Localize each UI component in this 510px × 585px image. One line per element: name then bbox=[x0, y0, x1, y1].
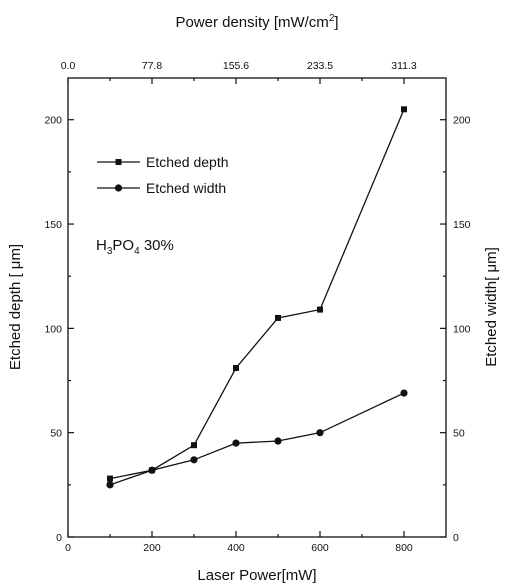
x-tick-label: 0 bbox=[65, 542, 71, 554]
y-tick-label-right: 0 bbox=[453, 532, 459, 544]
legend-label-etched-depth: Etched depth bbox=[146, 154, 229, 170]
etched-depth-point bbox=[401, 106, 407, 113]
y-tick-label-right: 100 bbox=[453, 323, 471, 335]
axis-ticks: 0 200 400 600 800 0.0 77.8 155.6 233.5 311.3 0 50 10… bbox=[44, 60, 470, 554]
etched-width-point bbox=[106, 481, 114, 489]
top-tick-label: 77.8 bbox=[142, 60, 163, 72]
y-tick-label: 150 bbox=[44, 219, 62, 231]
legend: Etched depth Etched width bbox=[97, 154, 229, 196]
etched-width-point bbox=[190, 456, 198, 464]
etched-depth-point bbox=[191, 442, 197, 449]
x-tick-label: 400 bbox=[227, 542, 245, 554]
legend-marker-etched-depth bbox=[115, 159, 122, 165]
y-tick-label-right: 150 bbox=[453, 219, 471, 231]
top-tick-label: 233.5 bbox=[307, 60, 333, 72]
etched-width-point bbox=[400, 389, 408, 397]
y-tick-label: 0 bbox=[56, 532, 62, 544]
top-tick-label: 0.0 bbox=[61, 60, 76, 72]
legend-label-etched-width: Etched width bbox=[146, 180, 226, 196]
top-tick-label: 311.3 bbox=[391, 60, 417, 72]
etched-depth-point bbox=[107, 475, 113, 482]
top-tick-label: 155.6 bbox=[223, 60, 249, 72]
y-tick-label: 200 bbox=[44, 115, 62, 127]
etched-width-point bbox=[232, 439, 240, 447]
solution-annotation: H3PO4 30% bbox=[96, 237, 174, 257]
x-axis-title: Laser Power[mW] bbox=[197, 567, 316, 584]
y-tick-label-right: 200 bbox=[453, 115, 471, 127]
etched-depth-point bbox=[233, 365, 239, 372]
plot-frame bbox=[67, 77, 447, 538]
x-tick-label: 800 bbox=[395, 542, 413, 554]
data-series bbox=[106, 106, 408, 489]
etched-width-point bbox=[274, 437, 282, 445]
x-tick-label: 200 bbox=[143, 542, 161, 554]
y-axis-title: Etched depth [ μm] bbox=[7, 244, 24, 370]
top-axis-title: Power density [mW/cm2] bbox=[175, 13, 338, 31]
legend-marker-etched-width bbox=[114, 184, 123, 192]
etched-width-point bbox=[148, 466, 156, 474]
y-tick-label: 100 bbox=[44, 323, 62, 335]
etched-depth-point bbox=[275, 314, 281, 321]
etched-depth-point bbox=[317, 306, 323, 313]
y-tick-label: 50 bbox=[50, 428, 62, 440]
etched-width-point bbox=[316, 429, 324, 437]
x-tick-label: 600 bbox=[311, 542, 329, 554]
y-tick-label-right: 50 bbox=[453, 428, 465, 440]
y-axis-title-right: Etched width[ μm] bbox=[483, 247, 500, 367]
